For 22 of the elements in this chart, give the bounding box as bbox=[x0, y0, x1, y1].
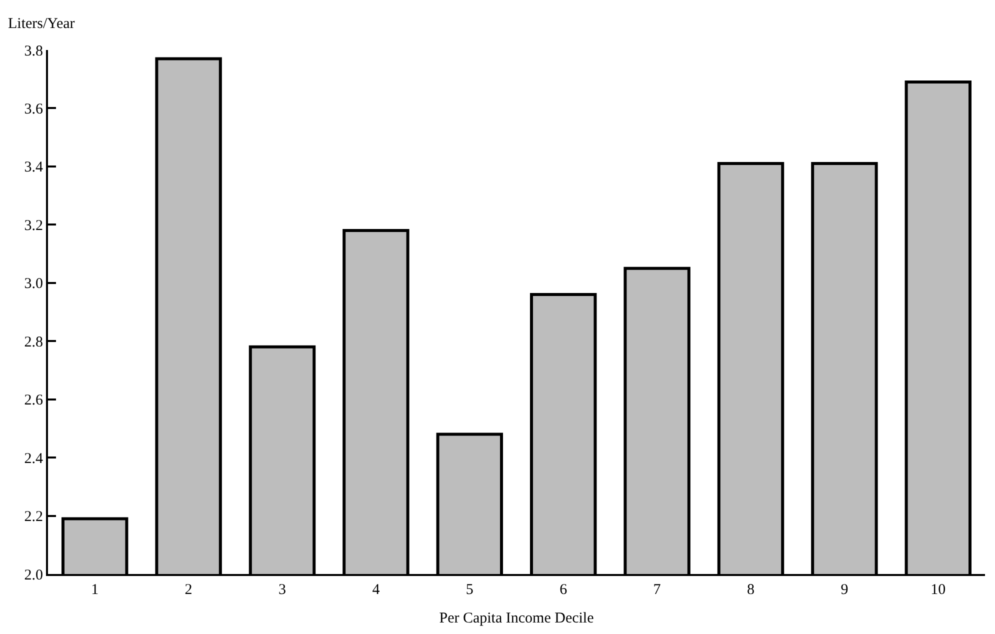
x-tick-label: 10 bbox=[930, 582, 946, 598]
y-axis-title: Liters/Year bbox=[8, 16, 75, 32]
y-tick-label: 3.2 bbox=[24, 218, 43, 234]
x-tick-label: 4 bbox=[372, 582, 380, 598]
y-tick-label: 2.0 bbox=[24, 567, 43, 584]
x-tick-label: 9 bbox=[840, 582, 848, 598]
y-tick-label: 2.4 bbox=[24, 450, 44, 467]
y-tick-label: 3.8 bbox=[24, 43, 43, 60]
x-tick-label: 3 bbox=[278, 582, 286, 598]
x-tick-label: 5 bbox=[466, 582, 474, 598]
y-tick-label: 2.8 bbox=[24, 334, 43, 350]
x-tick-label: 2 bbox=[184, 582, 192, 598]
x-tick-label: 6 bbox=[560, 582, 568, 598]
x-tick-label: 7 bbox=[653, 582, 662, 598]
y-tick-label: 3.0 bbox=[24, 276, 43, 292]
y-tick-label: 3.4 bbox=[24, 160, 44, 176]
x-tick-label: 8 bbox=[747, 582, 754, 598]
y-tick-label: 2.6 bbox=[24, 392, 44, 409]
x-tick-label: 1 bbox=[91, 582, 99, 598]
y-tick-label: 3.6 bbox=[24, 101, 44, 118]
x-axis-title: Per Capita Income Decile bbox=[439, 610, 594, 626]
y-tick-label: 2.2 bbox=[24, 509, 43, 526]
